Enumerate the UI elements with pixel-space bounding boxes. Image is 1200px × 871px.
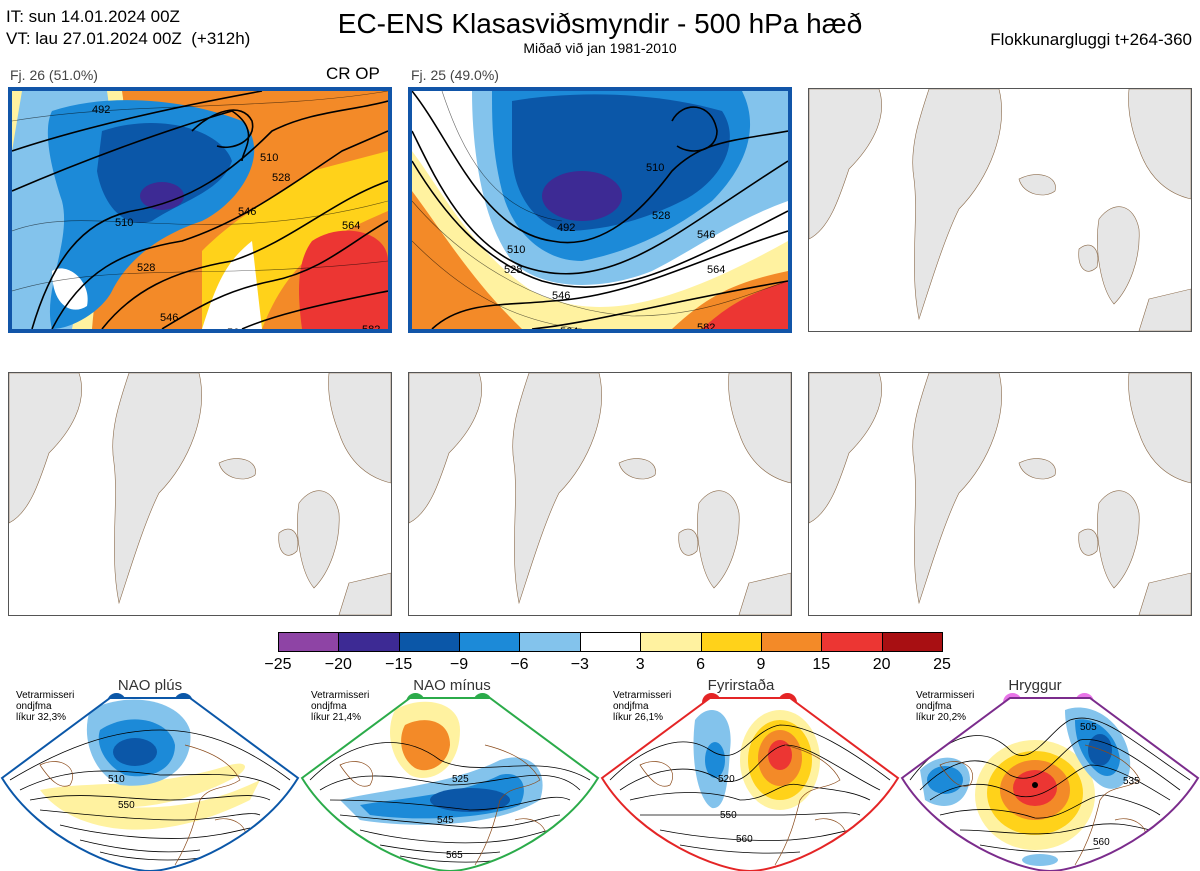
cluster-1-contour-label: 528 xyxy=(137,262,155,274)
regime-contour-label: 560 xyxy=(736,834,753,845)
cluster-2-contour-label: 564 xyxy=(707,264,725,276)
cluster-1-contour-label: 510 xyxy=(115,217,133,229)
colorbar-cell xyxy=(760,632,823,652)
empty-map-panel xyxy=(8,372,392,616)
coastline-map-icon xyxy=(409,373,791,615)
regime-map-blocking: 520 550 560 xyxy=(600,697,900,871)
colorbar-cell xyxy=(700,632,762,652)
colorbar-cell xyxy=(519,632,581,652)
regime-contour-label: 550 xyxy=(720,810,737,821)
regime-map-nao-plus: 510 550 xyxy=(0,697,300,871)
cluster-1-map[interactable]: 492 510 528 546 564 582 510 528 546 564 xyxy=(8,87,392,333)
colorbar-tick-label: 15 xyxy=(812,656,831,673)
cluster-2-contour-label: 528 xyxy=(504,264,522,276)
cluster-1-contour-label: 564 xyxy=(227,327,245,329)
colorbar-tick-label: 9 xyxy=(756,656,766,673)
regime-probability-note: Vetrarmisseri ondjfma líkur 32,3% xyxy=(16,690,75,723)
regime-probability-note: Vetrarmisseri ondjfma líkur 26,1% xyxy=(613,690,672,723)
page-title: EC-ENS Klasasviðsmyndir - 500 hPa hæð xyxy=(337,8,863,39)
regime-contour-label: 535 xyxy=(1123,776,1140,787)
coastline-map-icon xyxy=(809,89,1191,331)
cluster-2-contour-label: 528 xyxy=(652,210,670,222)
classification-window: Flokkunargluggi t+264-360 xyxy=(990,30,1192,49)
cluster-1-contour-label: 582 xyxy=(362,324,380,329)
cluster-2-map[interactable]: 492 510 528 546 564 582 510 528 546 564 xyxy=(408,87,792,333)
colorbar-tick-label: −20 xyxy=(324,656,352,673)
regime-map-nao-minus: 525 545 565 xyxy=(300,697,600,871)
colorbar-cell xyxy=(640,632,702,652)
cluster-1-contour-label: 492 xyxy=(92,104,110,116)
cluster-2-contour-label: 546 xyxy=(552,290,570,302)
cluster-1-contour-label: 546 xyxy=(238,206,256,218)
cluster-2-contour-label: 492 xyxy=(557,222,575,234)
cluster-1-map-svg: 492 510 528 546 564 582 510 528 546 564 xyxy=(12,91,388,329)
colorbar-tick-label: 25 xyxy=(933,656,951,673)
colorbar xyxy=(278,632,943,652)
colorbar-cell xyxy=(338,632,400,652)
cluster-2-label: Fj. 25 (49.0%) xyxy=(411,67,499,83)
cluster-2-contour-label: 546 xyxy=(697,229,715,241)
regime-contour-label: 510 xyxy=(108,774,125,785)
cluster-1-contour-label: 510 xyxy=(260,152,278,164)
colorbar-cell xyxy=(821,632,883,652)
colorbar-cell xyxy=(398,632,461,652)
regime-contour-label: 560 xyxy=(1093,837,1110,848)
colorbar-tick-label: 6 xyxy=(696,656,705,673)
regime-title: NAO plús xyxy=(117,677,183,694)
header-times: IT: sun 14.01.2024 00Z VT: lau 27.01.2024… xyxy=(6,6,250,50)
colorbar-cell xyxy=(579,632,642,652)
cluster-2-contour-label: 510 xyxy=(507,244,525,256)
cluster-1-contour-label: 546 xyxy=(160,312,178,324)
colorbar-tick-label: 20 xyxy=(872,656,891,673)
cluster-1-contour-label: 564 xyxy=(342,220,360,232)
regime-contour-label: 525 xyxy=(452,774,469,785)
cluster-2-map-svg: 492 510 528 546 564 582 510 528 546 564 xyxy=(412,91,788,329)
cluster-2-contour-label: 510 xyxy=(646,162,664,174)
empty-map-panel xyxy=(808,88,1192,332)
empty-map-panel xyxy=(408,372,792,616)
regime-map-ridge: 505 535 560 xyxy=(900,697,1200,871)
coastline-map-icon xyxy=(9,373,391,615)
colorbar-tick-label: −15 xyxy=(385,656,413,673)
empty-map-panel xyxy=(808,372,1192,616)
colorbar-tick-label: −6 xyxy=(510,656,529,673)
colorbar-cell xyxy=(881,632,943,652)
regime-contour-label: 550 xyxy=(118,800,135,811)
regime-title: NAO mínus xyxy=(413,677,491,694)
colorbar-tick-label: −9 xyxy=(449,656,469,673)
coastline-map-icon xyxy=(809,373,1191,615)
regime-contour-label: 545 xyxy=(437,815,454,826)
cluster-1-tag: CR OP xyxy=(326,64,380,83)
valid-time: VT: lau 27.01.2024 00Z (+312h) xyxy=(6,29,251,48)
regime-title: Hryggur xyxy=(1008,677,1062,694)
regime-contour-label: 505 xyxy=(1080,722,1097,733)
colorbar-tick-label: 3 xyxy=(635,656,645,673)
regime-title: Fyrirstaða xyxy=(707,677,775,694)
colorbar-tick-label: −3 xyxy=(570,656,589,673)
colorbar-cell xyxy=(459,632,521,652)
cluster-2-contour-label: 582 xyxy=(697,322,715,329)
init-time: IT: sun 14.01.2024 00Z xyxy=(6,7,180,26)
colorbar-cell xyxy=(278,632,340,652)
regime-contour-label: 565 xyxy=(446,850,463,861)
cluster-1-contour-label: 528 xyxy=(272,172,290,184)
page-subtitle: Miðað við jan 1981-2010 xyxy=(523,40,677,56)
cluster-1-label: Fj. 26 (51.0%) xyxy=(10,67,98,83)
regime-contour-label: 520 xyxy=(718,774,735,785)
cluster-2-contour-label: 564 xyxy=(560,326,578,329)
regime-probability-note: Vetrarmisseri ondjfma líkur 21,4% xyxy=(311,690,370,723)
colorbar-tick-label: −25 xyxy=(264,656,292,673)
regime-probability-note: Vetrarmisseri ondjfma líkur 20,2% xyxy=(916,690,975,723)
